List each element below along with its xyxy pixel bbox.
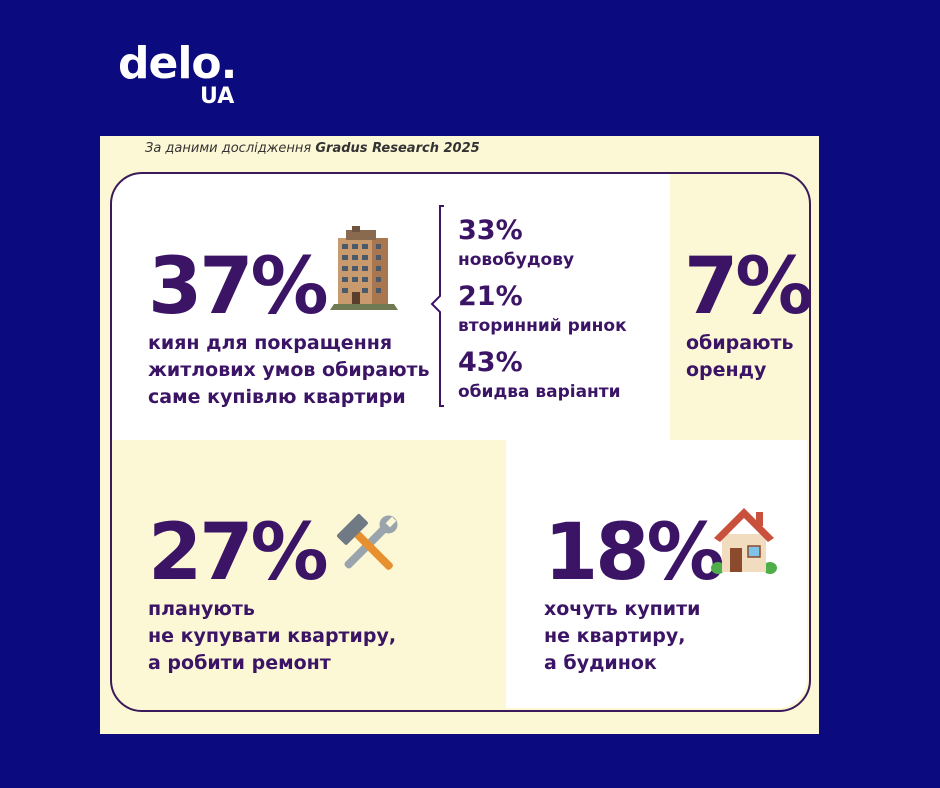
white-panel-bottom bbox=[506, 440, 807, 708]
rounded-frame bbox=[110, 172, 811, 712]
repair-line: планують bbox=[148, 598, 255, 620]
house-line: хочуть купити bbox=[544, 598, 701, 620]
repair-line: не купувати квартиру, bbox=[148, 625, 397, 647]
house-line: не квартиру, bbox=[544, 625, 686, 647]
split-label-both: обидва варіанти bbox=[458, 382, 621, 402]
buy-line: киян для покращення bbox=[148, 332, 393, 354]
buy-line: житлових умов обирають bbox=[148, 359, 430, 381]
repair-description: планують не купувати квартиру, а робити … bbox=[148, 596, 396, 677]
bracket-divider bbox=[430, 205, 444, 407]
apartment-building-icon bbox=[330, 226, 398, 310]
source-name: Gradus Research 2025 bbox=[315, 141, 480, 156]
split-percent-secondary: 21% bbox=[458, 281, 523, 312]
split-percent-both: 43% bbox=[458, 347, 523, 378]
rent-line: оренду bbox=[686, 359, 767, 381]
source-prefix: За даними дослідження bbox=[145, 141, 316, 156]
infographic-card: За даними дослідження Gradus Research 20… bbox=[100, 136, 819, 734]
split-label-new: новобудову bbox=[458, 250, 575, 270]
house-percent: 18% bbox=[544, 508, 725, 598]
split-label-secondary: вторинний ринок bbox=[458, 316, 627, 336]
logo-main-text: delo. bbox=[118, 38, 237, 89]
source-caption: За даними дослідження Gradus Research 20… bbox=[145, 141, 480, 156]
rent-percent: 7% bbox=[684, 242, 813, 332]
repair-percent: 27% bbox=[148, 508, 329, 598]
logo-sub-text: UA bbox=[200, 84, 235, 109]
delo-ua-logo[interactable]: delo. UA bbox=[118, 38, 237, 110]
buy-line: саме купівлю квартири bbox=[148, 386, 406, 408]
split-percent-new: 33% bbox=[458, 215, 523, 246]
house-line: а будинок bbox=[544, 652, 657, 674]
rent-line: обирають bbox=[686, 332, 794, 354]
house-description: хочуть купити не квартиру, а будинок bbox=[544, 596, 700, 677]
repair-line: а робити ремонт bbox=[148, 652, 331, 674]
buy-description: киян для покращення житлових умов обираю… bbox=[148, 330, 430, 411]
house-icon bbox=[711, 508, 777, 574]
rent-description: обирають оренду bbox=[686, 330, 794, 384]
buy-percent: 37% bbox=[148, 242, 329, 332]
hammer-wrench-icon bbox=[337, 514, 398, 570]
